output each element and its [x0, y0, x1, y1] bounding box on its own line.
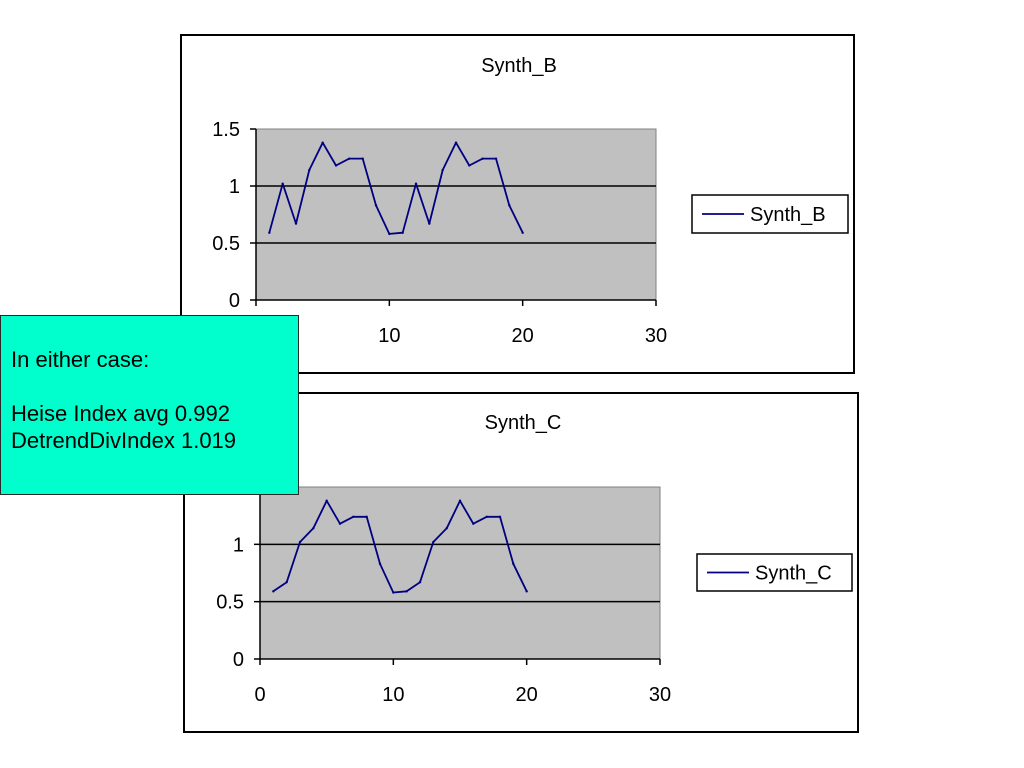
chart-synth-b-data-point	[374, 204, 378, 207]
chart-synth-b-data-point	[508, 204, 511, 207]
chart-synth-c-data-point	[325, 499, 328, 502]
note-heading: In either case:	[11, 347, 150, 372]
chart-synth-b-y-tick-label: 0.5	[212, 233, 240, 255]
chart-synth-c-data-point	[378, 562, 382, 566]
chart-synth-c-data-point	[472, 522, 475, 525]
chart-synth-b-x-tick-label: 30	[645, 325, 667, 347]
note-spacer	[11, 373, 288, 400]
chart-synth-b-data-point	[401, 231, 404, 234]
chart-synth-c-y-tick-label: 1	[233, 534, 244, 556]
chart-synth-b-y-tick-label: 1.5	[212, 119, 240, 141]
chart-synth-c-title: Synth_C	[485, 412, 562, 434]
chart-synth-b-data-point	[414, 182, 418, 185]
chart-synth-c-data-point	[272, 590, 275, 593]
chart-synth-c-data-point	[418, 580, 422, 584]
chart-synth-b-data-point	[294, 222, 298, 225]
chart-synth-b-data-point	[454, 141, 458, 144]
chart-synth-b-data-point	[521, 231, 524, 234]
chart-synth-b-data-point	[441, 168, 444, 172]
chart-synth-b-plot-area	[255, 128, 657, 301]
chart-synth-c-data-point	[285, 580, 288, 584]
chart-synth-b-x-tick-label: 10	[378, 325, 400, 347]
chart-synth-c-data-point	[525, 590, 528, 593]
note-line-heise-index: Heise Index avg 0.992	[11, 401, 230, 426]
note-line-detrend-div-index: DetrendDivIndex 1.019	[11, 428, 237, 453]
chart-synth-b-data-point	[348, 157, 351, 160]
chart-synth-c-x-tick-label: 10	[382, 684, 404, 706]
chart-synth-b-data-point	[334, 164, 338, 167]
chart-synth-b-legend-label: Synth_B	[750, 204, 826, 226]
chart-synth-c-series-line	[272, 499, 528, 594]
chart-synth-b-data-point	[428, 222, 431, 225]
chart-synth-c-y-tick-label: 0	[233, 649, 244, 671]
chart-synth-c-y-tick-label: 0.5	[216, 592, 244, 614]
chart-synth-b-data-point	[494, 157, 498, 160]
chart-synth-b-data-point	[268, 231, 271, 234]
chart-synth-c-data-point	[445, 527, 448, 530]
chart-synth-b-data-point	[468, 164, 471, 167]
chart-synth-b-title: Synth_B	[481, 55, 557, 77]
chart-synth-b-x-tick-label: 20	[512, 325, 534, 347]
chart-synth-c-data-point	[338, 522, 342, 525]
chart-synth-b-data-point	[281, 182, 284, 185]
chart-synth-c-data-point	[432, 540, 435, 544]
chart-synth-b-data-point	[361, 157, 364, 160]
chart-synth-c-data-point	[405, 590, 408, 593]
chart-synth-b-data-point	[481, 157, 484, 160]
chart-synth-b-y-tick-label: 0	[229, 290, 240, 312]
note-box: In either case: Heise Index avg 0.992 De…	[0, 315, 299, 495]
chart-synth-c-data-point	[392, 591, 395, 594]
chart-synth-b-data-point	[388, 232, 391, 236]
chart-synth-c-data-point	[352, 515, 355, 519]
chart-synth-c-data-point	[365, 515, 368, 519]
chart-synth-b-y-tick-label: 1	[229, 176, 240, 198]
chart-synth-c-legend-label: Synth_C	[755, 563, 832, 585]
chart-synth-c-data-point	[458, 499, 462, 502]
chart-synth-c-data-point	[298, 540, 302, 544]
chart-synth-b-svg: Synth_B 0 0.5 1 1.5 10 20 30 Synth_B	[212, 55, 849, 347]
chart-synth-b-data-point	[321, 141, 324, 144]
chart-synth-c-data-point	[312, 527, 315, 530]
chart-synth-c-x-tick-label: 0	[254, 684, 265, 706]
chart-synth-c-x-tick-label: 20	[516, 684, 538, 706]
chart-synth-b-data-point	[308, 168, 311, 172]
chart-synth-c-plot-area	[259, 486, 661, 660]
chart-synth-c-data-point	[485, 515, 488, 519]
chart-synth-c-data-point	[498, 515, 502, 519]
chart-synth-c-data-point	[512, 562, 515, 566]
chart-synth-c-x-tick-label: 30	[649, 684, 671, 706]
chart-synth-b-series-line	[268, 141, 524, 235]
